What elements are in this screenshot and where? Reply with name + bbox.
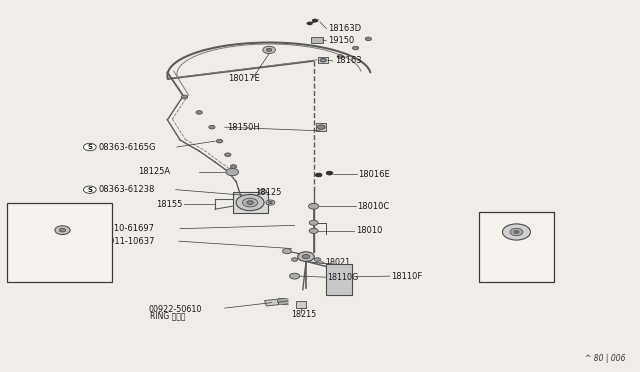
Text: 18125: 18125 bbox=[255, 188, 282, 197]
Bar bbox=[264, 299, 279, 306]
Circle shape bbox=[267, 48, 271, 51]
Text: 18110F: 18110F bbox=[391, 272, 422, 280]
Text: 0B911-10637: 0B911-10637 bbox=[99, 237, 156, 246]
Text: 18010: 18010 bbox=[356, 227, 383, 235]
Circle shape bbox=[309, 228, 318, 234]
Circle shape bbox=[47, 263, 53, 267]
Circle shape bbox=[298, 252, 314, 262]
Text: 18110G: 18110G bbox=[328, 273, 359, 282]
Text: S: S bbox=[87, 144, 92, 150]
Bar bbox=[316, 124, 326, 131]
Circle shape bbox=[236, 195, 264, 211]
Text: RING リング: RING リング bbox=[150, 311, 185, 320]
Circle shape bbox=[230, 165, 237, 169]
Circle shape bbox=[259, 189, 267, 194]
Bar bbox=[318, 57, 328, 63]
Circle shape bbox=[269, 202, 272, 203]
Circle shape bbox=[226, 169, 239, 176]
Circle shape bbox=[316, 173, 322, 177]
Circle shape bbox=[266, 200, 275, 205]
Circle shape bbox=[291, 258, 298, 262]
Circle shape bbox=[60, 228, 66, 232]
Text: 18155: 18155 bbox=[156, 200, 182, 209]
Circle shape bbox=[243, 198, 258, 207]
Circle shape bbox=[326, 171, 333, 175]
Circle shape bbox=[216, 139, 223, 143]
Text: S: S bbox=[87, 226, 92, 232]
Circle shape bbox=[37, 218, 47, 224]
Text: N: N bbox=[87, 238, 93, 244]
Circle shape bbox=[44, 262, 56, 269]
Circle shape bbox=[308, 203, 319, 209]
Text: 18021: 18021 bbox=[325, 258, 350, 267]
Circle shape bbox=[289, 273, 300, 279]
Text: 08363-61238: 08363-61238 bbox=[99, 185, 155, 194]
Circle shape bbox=[317, 125, 325, 129]
Circle shape bbox=[263, 46, 275, 54]
Circle shape bbox=[83, 143, 96, 151]
Text: S: S bbox=[87, 187, 92, 193]
Bar bbox=[56, 223, 69, 237]
Circle shape bbox=[314, 258, 321, 262]
Text: 18215: 18215 bbox=[291, 310, 316, 319]
Circle shape bbox=[365, 37, 371, 41]
Bar bbox=[7, 203, 112, 282]
Circle shape bbox=[312, 19, 317, 22]
Circle shape bbox=[337, 55, 344, 58]
Text: 18017E: 18017E bbox=[228, 74, 260, 83]
Circle shape bbox=[83, 186, 96, 193]
Bar bbox=[326, 264, 353, 295]
Circle shape bbox=[83, 237, 96, 245]
Circle shape bbox=[83, 225, 96, 232]
Circle shape bbox=[247, 201, 253, 204]
Bar bbox=[479, 212, 554, 282]
Circle shape bbox=[181, 95, 188, 99]
Text: 18110E: 18110E bbox=[16, 217, 45, 225]
Circle shape bbox=[302, 254, 310, 259]
Text: 18440: 18440 bbox=[503, 267, 530, 276]
Text: 00922-50610: 00922-50610 bbox=[148, 305, 202, 314]
Text: 19150: 19150 bbox=[328, 36, 355, 45]
Circle shape bbox=[514, 231, 519, 234]
Text: 18016E: 18016E bbox=[358, 170, 390, 179]
Circle shape bbox=[353, 46, 359, 50]
Circle shape bbox=[502, 224, 531, 240]
Text: 18021: 18021 bbox=[16, 253, 40, 262]
Text: 18125A: 18125A bbox=[138, 167, 171, 176]
Circle shape bbox=[282, 248, 291, 254]
Circle shape bbox=[209, 125, 215, 129]
Text: 08363-6165G: 08363-6165G bbox=[99, 142, 156, 151]
Text: 18150H: 18150H bbox=[227, 123, 260, 132]
Circle shape bbox=[55, 226, 70, 235]
Text: 18010C: 18010C bbox=[357, 202, 389, 211]
Bar bbox=[311, 38, 323, 42]
Circle shape bbox=[510, 228, 523, 235]
Text: 08510-61697: 08510-61697 bbox=[99, 224, 155, 233]
Circle shape bbox=[225, 153, 231, 157]
Circle shape bbox=[307, 22, 312, 25]
Text: 18163: 18163 bbox=[335, 57, 361, 65]
Circle shape bbox=[309, 220, 318, 225]
Bar bbox=[232, 192, 268, 213]
Text: ^ 80 | 006: ^ 80 | 006 bbox=[585, 354, 625, 363]
Circle shape bbox=[196, 110, 202, 114]
Text: 18163D: 18163D bbox=[328, 24, 362, 33]
Circle shape bbox=[320, 58, 326, 62]
Text: ATM: ATM bbox=[65, 203, 86, 212]
Bar bbox=[296, 301, 306, 308]
